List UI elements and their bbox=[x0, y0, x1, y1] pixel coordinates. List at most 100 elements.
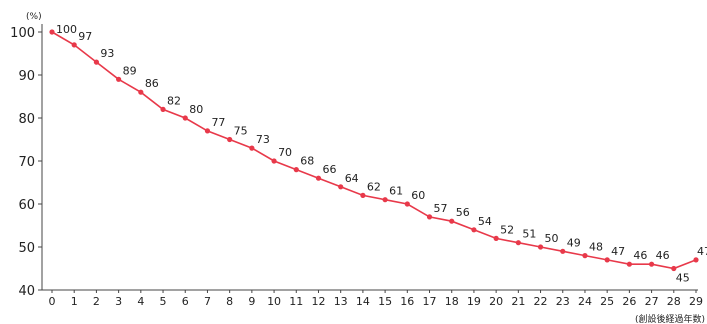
data-point bbox=[160, 106, 166, 112]
x-tick-label: 8 bbox=[226, 295, 233, 308]
data-label: 100 bbox=[56, 23, 77, 36]
x-tick-label: 19 bbox=[467, 295, 481, 308]
x-tick-label: 26 bbox=[622, 295, 636, 308]
data-label: 97 bbox=[78, 30, 92, 43]
data-point bbox=[604, 257, 610, 263]
data-point bbox=[271, 158, 277, 164]
x-tick-label: 9 bbox=[248, 295, 255, 308]
x-axis: 0 1 2 3 4 5 6 7 8 9 10 11 12 13 14 15 16 17 18 19 20 21 22 23 24… bbox=[42, 289, 703, 308]
y-axis: 40 50 60 70 80 90 100 bbox=[10, 24, 43, 299]
data-point bbox=[449, 218, 455, 224]
y-tick-label: 100 bbox=[10, 26, 35, 41]
data-label: 50 bbox=[545, 232, 559, 245]
x-tick-label: 14 bbox=[356, 295, 370, 308]
x-tick-label: 28 bbox=[667, 295, 681, 308]
data-label: 68 bbox=[300, 155, 314, 168]
x-tick-label: 20 bbox=[489, 295, 503, 308]
data-point bbox=[249, 145, 255, 151]
data-point bbox=[582, 253, 588, 259]
x-tick-label: 13 bbox=[334, 295, 348, 308]
y-tick-label: 80 bbox=[18, 112, 35, 127]
x-tick-label: 5 bbox=[160, 295, 167, 308]
data-point bbox=[204, 128, 211, 134]
data-label: 48 bbox=[589, 241, 603, 254]
x-axis-label: (創設後経過年数) bbox=[635, 313, 705, 324]
x-tick-label: 16 bbox=[400, 295, 414, 308]
data-point bbox=[426, 214, 433, 220]
data-label: 46 bbox=[633, 249, 647, 262]
data-label: 56 bbox=[456, 206, 470, 219]
x-tick-label: 29 bbox=[689, 295, 703, 308]
x-tick-label: 24 bbox=[578, 295, 592, 308]
data-point bbox=[293, 167, 299, 173]
x-tick-label: 22 bbox=[534, 295, 548, 308]
y-tick-label: 40 bbox=[18, 284, 35, 299]
data-point bbox=[471, 227, 477, 233]
data-label: 86 bbox=[145, 77, 159, 90]
x-tick-label: 6 bbox=[182, 295, 189, 308]
x-tick-label: 0 bbox=[49, 295, 56, 308]
data-point bbox=[93, 59, 100, 65]
data-point bbox=[71, 42, 77, 48]
x-tick-label: 1 bbox=[71, 295, 78, 308]
data-point bbox=[182, 115, 188, 121]
data-point bbox=[648, 261, 655, 267]
x-tick-label: 17 bbox=[423, 295, 437, 308]
data-label: 45 bbox=[676, 272, 690, 285]
y-axis-unit-label: (%) bbox=[26, 12, 42, 22]
data-point bbox=[404, 201, 410, 207]
data-label: 62 bbox=[367, 180, 381, 193]
data-label: 82 bbox=[167, 94, 181, 107]
data-point bbox=[382, 197, 388, 203]
series-line bbox=[51, 31, 697, 270]
x-tick-label: 2 bbox=[93, 295, 100, 308]
data-point bbox=[537, 244, 544, 250]
data-label: 70 bbox=[278, 146, 292, 159]
data-point bbox=[338, 184, 344, 190]
data-point bbox=[493, 235, 499, 241]
x-tick-label: 7 bbox=[204, 295, 211, 308]
x-tick-label: 15 bbox=[378, 295, 392, 308]
data-label: 51 bbox=[522, 228, 536, 241]
data-point bbox=[360, 192, 366, 198]
data-label: 73 bbox=[256, 133, 270, 146]
data-label: 89 bbox=[123, 64, 137, 77]
data-point bbox=[49, 29, 55, 35]
data-series bbox=[51, 31, 697, 270]
data-label: 57 bbox=[434, 202, 448, 215]
data-point bbox=[693, 257, 699, 263]
data-label: 47 bbox=[697, 245, 707, 258]
data-point bbox=[138, 89, 144, 95]
data-points bbox=[49, 29, 699, 272]
x-tick-label: 27 bbox=[645, 295, 659, 308]
data-label: 47 bbox=[611, 245, 625, 258]
data-label: 54 bbox=[478, 215, 492, 228]
x-tick-label: 21 bbox=[511, 295, 525, 308]
data-label: 46 bbox=[656, 249, 670, 262]
data-label: 52 bbox=[500, 223, 514, 236]
x-tick-label: 4 bbox=[137, 295, 144, 308]
data-point bbox=[116, 76, 122, 82]
data-point bbox=[227, 136, 233, 143]
data-label: 61 bbox=[389, 185, 403, 198]
x-tick-label: 23 bbox=[556, 295, 570, 308]
x-tick-label: 25 bbox=[600, 295, 614, 308]
data-point bbox=[626, 261, 632, 267]
data-label: 66 bbox=[322, 163, 336, 176]
data-label: 80 bbox=[189, 103, 203, 116]
x-tick-label: 12 bbox=[311, 295, 325, 308]
data-point bbox=[671, 265, 677, 272]
data-label: 93 bbox=[100, 47, 114, 60]
x-tick-label: 11 bbox=[289, 295, 303, 308]
x-tick-label: 18 bbox=[445, 295, 459, 308]
data-label: 64 bbox=[345, 172, 359, 185]
x-tick-label: 10 bbox=[267, 295, 281, 308]
data-label: 49 bbox=[567, 236, 581, 249]
y-tick-label: 60 bbox=[18, 198, 35, 213]
y-tick-label: 90 bbox=[18, 69, 35, 84]
y-tick-label: 50 bbox=[18, 241, 35, 256]
data-point bbox=[515, 240, 521, 246]
y-tick-label: 70 bbox=[18, 155, 35, 170]
